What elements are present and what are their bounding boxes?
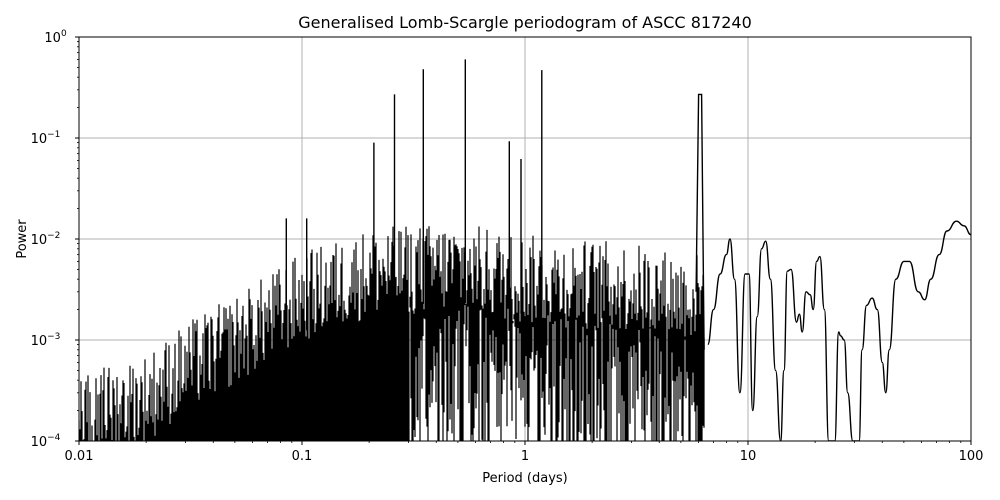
x-axis-label: Period (days) xyxy=(482,471,568,486)
y-tick-label: 100 xyxy=(44,29,67,46)
noise-forest xyxy=(79,226,705,441)
y-tick-label: 10−1 xyxy=(31,130,61,147)
x-tick-label: 10 xyxy=(740,449,757,464)
axis-ticks xyxy=(75,36,972,445)
periodogram-spikes xyxy=(285,59,705,350)
y-tick-label: 10−4 xyxy=(31,433,61,450)
y-axis-label: Power xyxy=(15,219,30,259)
y-axis-tick-labels: 10−4 10−3 10−2 10−1 100 xyxy=(31,29,67,450)
plot-area xyxy=(75,36,972,445)
y-tick-label: 10−3 xyxy=(31,332,61,349)
periodogram-line xyxy=(707,220,971,441)
x-tick-label: 1 xyxy=(521,449,529,464)
x-tick-label: 100 xyxy=(959,449,984,464)
y-tick-label: 10−2 xyxy=(31,231,61,248)
x-axis-tick-labels: 0.01 0.1 1 10 100 xyxy=(65,449,984,464)
chart-title: Generalised Lomb-Scargle periodogram of … xyxy=(298,13,752,32)
x-tick-label: 0.01 xyxy=(65,449,94,464)
x-tick-label: 0.1 xyxy=(292,449,313,464)
